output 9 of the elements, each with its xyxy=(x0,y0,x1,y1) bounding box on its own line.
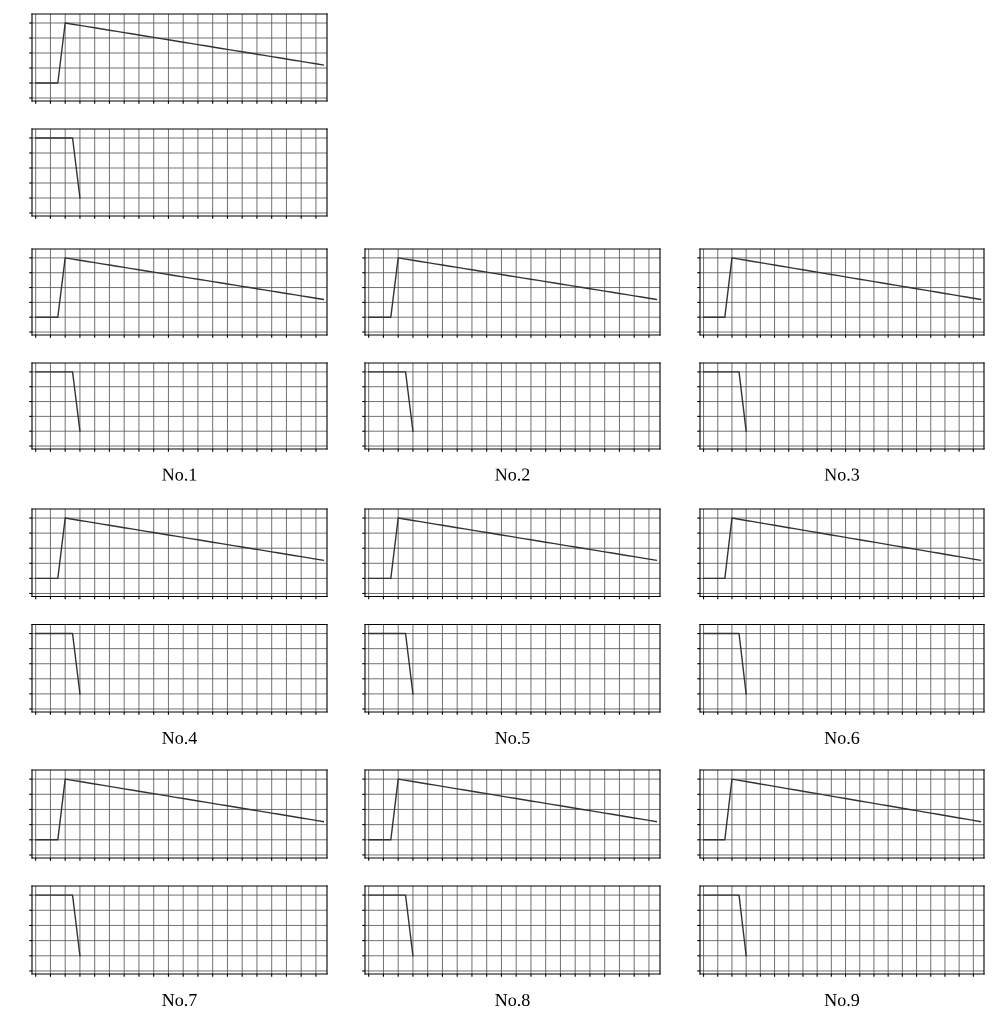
text: No.7 xyxy=(162,994,197,1007)
text: No.1 xyxy=(162,468,197,481)
text: No.3 xyxy=(824,468,860,481)
text: No.8 xyxy=(495,993,530,1007)
text: No.4 xyxy=(162,731,198,745)
text: No.2 xyxy=(495,468,530,481)
text: No.5 xyxy=(495,731,530,745)
text: No.6 xyxy=(824,731,860,745)
text: No.9 xyxy=(824,993,860,1007)
